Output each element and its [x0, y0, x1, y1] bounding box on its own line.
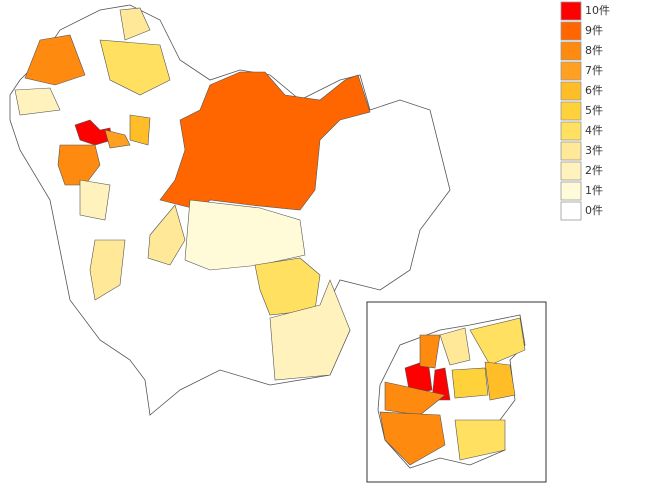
region [269, 279, 351, 381]
region [79, 179, 111, 221]
region [14, 87, 61, 116]
legend-swatch [560, 101, 582, 121]
region [24, 34, 86, 86]
region [159, 71, 371, 211]
legend-swatch [560, 161, 582, 181]
inset-region [469, 317, 526, 366]
legend-label: 8件 [585, 44, 603, 57]
region [89, 239, 126, 301]
legend-swatch [560, 61, 582, 81]
region [147, 204, 186, 266]
legend-swatch [560, 41, 582, 61]
legend-swatch [560, 21, 582, 41]
region [99, 39, 171, 96]
region [129, 114, 151, 146]
legend-label: 0件 [585, 204, 603, 217]
inset-region [451, 367, 489, 399]
region [104, 129, 131, 149]
legend-label: 10件 [585, 4, 610, 17]
legend-swatch [560, 201, 582, 221]
legend-label: 3件 [585, 144, 603, 157]
inset-region [379, 411, 446, 466]
legend-label: 5件 [585, 104, 603, 117]
region [119, 7, 151, 41]
inset-region [484, 361, 516, 401]
inset-region [454, 419, 506, 461]
legend-label: 4件 [585, 124, 603, 137]
legend-label: 9件 [585, 24, 603, 37]
legend-swatch [560, 141, 582, 161]
legend-swatch [560, 181, 582, 201]
legend-swatch [560, 1, 582, 21]
legend-swatch [560, 81, 582, 101]
inset-region [419, 334, 441, 369]
inset-region [431, 367, 451, 401]
region [184, 199, 306, 271]
legend-label: 7件 [585, 64, 603, 77]
legend-label: 6件 [585, 84, 603, 97]
legend-label: 2件 [585, 164, 603, 177]
legend-label: 1件 [585, 184, 603, 197]
legend-swatch [560, 121, 582, 141]
inset-region [439, 327, 471, 366]
